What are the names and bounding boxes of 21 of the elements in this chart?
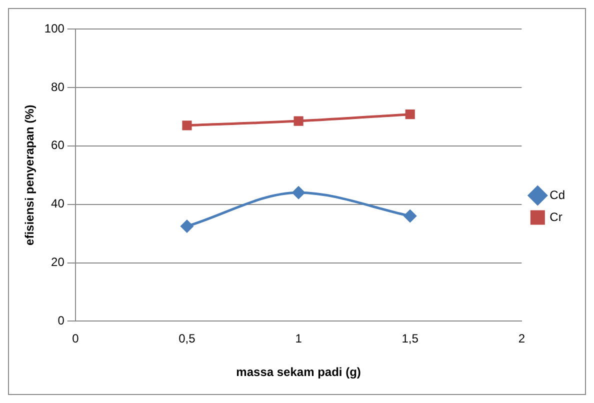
point [404,210,416,222]
point [292,186,305,199]
x-tick-label: 0,5 [178,332,196,346]
x-tick-label: 0 [72,332,80,346]
y-tick-label: 0 [58,314,65,328]
y-tick-label: 40 [51,196,65,211]
legend-label: Cr [550,210,562,224]
point [405,110,415,120]
x-tick-label: 2 [518,332,526,346]
x-axis-title: massa sekam padi (g) [236,365,361,380]
x-tick-label: 1,5 [402,332,419,346]
y-tick-label: 20 [51,255,65,270]
y-axis-title: efisiensi penyerapan (%) [22,104,37,246]
point [180,220,194,232]
y-tick-label: 60 [51,138,65,152]
y-tick-label: 100 [44,21,65,36]
point [182,120,192,130]
legend-label: Cd [550,188,566,202]
y-tick-label: 80 [51,80,65,94]
x-tick-label: 1 [295,332,302,346]
point [294,116,304,126]
